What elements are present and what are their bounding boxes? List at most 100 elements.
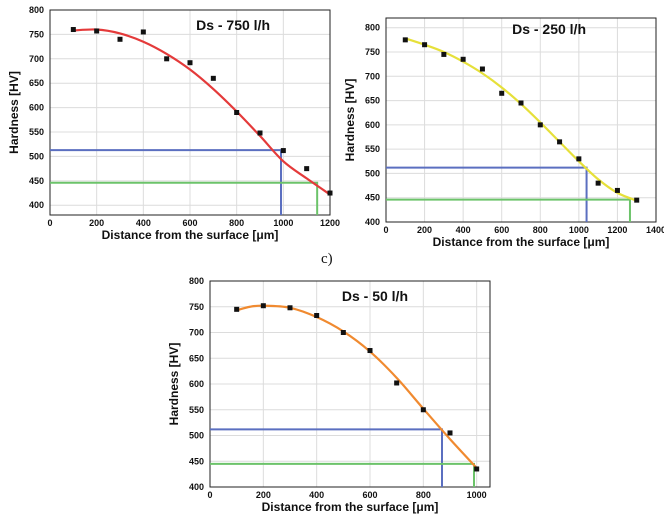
chart-0-point-8 (257, 130, 263, 136)
chart-0-guide-green (50, 181, 319, 215)
chart-1-xtick-label-0: 0 (383, 225, 388, 235)
chart-1-ylabel: Hardness [HV] (343, 79, 357, 162)
chart-0-ytick-label-3: 550 (29, 127, 44, 137)
chart-1-xtick-label-1: 200 (417, 225, 432, 235)
chart-1-xtick-label-3: 600 (494, 225, 509, 235)
chart-1-xtick-label-5: 1000 (569, 225, 589, 235)
chart-0-xtick-label-5: 1000 (273, 218, 293, 228)
chart-0-point-10 (304, 166, 310, 172)
chart-0-xtick-label-6: 1200 (320, 218, 340, 228)
chart-2-ytick-label-8: 800 (189, 276, 204, 286)
chart-2-ytick-label-4: 600 (189, 379, 204, 389)
chart-2-xtick-label-1: 200 (256, 490, 271, 500)
chart-ds-250: 0 200 400 600 800 1000 1200 1400 400 450 500 550 600… (343, 17, 664, 249)
chart-1-point-3 (460, 56, 466, 62)
chart-0-title: Ds - 750 l/h (196, 17, 270, 33)
chart-1-ytick-label-6: 700 (365, 71, 380, 81)
chart-2-point-2 (287, 305, 293, 311)
chart-0-xtick-label-2: 400 (136, 218, 151, 228)
chart-2-ytick-label-2: 500 (189, 431, 204, 441)
chart-2-xtick-label-0: 0 (207, 490, 212, 500)
chart-1-ytick-label-7: 750 (365, 47, 380, 57)
chart-0-point-3 (140, 29, 146, 35)
chart-2-ytick-label-1: 450 (189, 456, 204, 466)
chart-1-point-12 (634, 197, 640, 203)
chart-2-xtick-label-3: 600 (362, 490, 377, 500)
chart-0-point-2 (117, 36, 123, 42)
chart-0-frame (49, 9, 331, 216)
chart-0-ytick-label-7: 750 (29, 29, 44, 39)
chart-1-point-9 (576, 156, 582, 162)
chart-1-point-2 (441, 51, 447, 57)
chart-1-ytick-label-2: 500 (365, 168, 380, 178)
chart-0-point-6 (210, 75, 216, 81)
chart-0-point-7 (234, 110, 240, 115)
chart-2-point-8 (447, 430, 453, 436)
chart-0-ytick-label-1: 450 (29, 176, 44, 186)
chart-1-xtick-label-2: 400 (456, 225, 471, 235)
chart-2-frame (209, 280, 491, 488)
chart-2-ytick-label-3: 550 (189, 405, 204, 415)
chart-2-xtick-label-4: 800 (416, 490, 431, 500)
chart-0-xtick-label-4: 800 (229, 218, 244, 228)
chart-2-ytick-label-6: 700 (189, 328, 204, 338)
chart-1-xtick-label-7: 1400 (646, 225, 664, 235)
chart-0-xtick-label-0: 0 (47, 218, 52, 228)
chart-1-point-6 (518, 100, 524, 106)
chart-0-xtick-label-3: 600 (182, 218, 197, 228)
chart-1-ytick-label-8: 800 (365, 23, 380, 33)
chart-ds-50: 0 200 400 600 800 1000 400 450 500 550 600 650 700 75… (167, 276, 491, 514)
chart-1-frame (385, 17, 657, 223)
chart-0-ytick-label-2: 500 (29, 151, 44, 161)
chart-0-point-0 (70, 27, 76, 33)
chart-2-xtick-label-5: 1000 (467, 490, 487, 500)
chart-2-point-6 (394, 380, 400, 386)
chart-0-ytick-label-5: 650 (29, 78, 44, 88)
chart-1-ytick-label-3: 550 (365, 144, 380, 154)
chart-2-point-3 (314, 313, 320, 319)
chart-2-xlabel: Distance from the surface [μm] (262, 500, 439, 514)
chart-0-xtick-label-1: 200 (89, 218, 104, 228)
chart-1-point-4 (479, 66, 485, 72)
chart-1-point-7 (537, 122, 543, 128)
chart-1-point-8 (557, 139, 563, 145)
chart-1-ytick-label-5: 650 (365, 96, 380, 106)
chart-1-point-0 (402, 37, 408, 43)
chart-1-xlabel: Distance from the surface [μm] (433, 235, 610, 249)
chart-1-title: Ds - 250 l/h (512, 21, 586, 37)
chart-2-point-4 (340, 330, 346, 335)
chart-1-xtick-label-6: 1200 (607, 225, 627, 235)
chart-1-point-11 (614, 187, 620, 193)
chart-0-point-4 (164, 56, 170, 62)
panel-letter-c: c) (321, 251, 333, 267)
chart-0-ytick-label-8: 800 (29, 5, 44, 15)
chart-0-fit-curve (73, 28, 331, 196)
chart-2-point-7 (420, 407, 426, 413)
chart-1-ytick-label-1: 450 (365, 193, 380, 203)
chart-2-ylabel: Hardness [HV] (167, 343, 181, 426)
chart-0-ytick-label-6: 700 (29, 54, 44, 64)
chart-2-point-5 (367, 348, 373, 354)
chart-2-title: Ds - 50 l/h (342, 288, 408, 304)
chart-1-ytick-label-0: 400 (365, 217, 380, 227)
chart-ds-750: 0 200 400 600 800 1000 1200 400 450 500 550 600 650 7… (7, 5, 340, 242)
chart-2-point-1 (260, 303, 266, 309)
chart-2-xtick-label-2: 400 (309, 490, 324, 500)
chart-2-point-0 (234, 306, 240, 312)
chart-1-guide-green (386, 198, 631, 222)
chart-0-point-1 (94, 28, 100, 34)
chart-1-xtick-label-4: 800 (533, 225, 548, 235)
chart-2-ytick-label-0: 400 (189, 482, 204, 492)
chart-1-point-1 (422, 42, 428, 48)
chart-0-point-9 (280, 148, 286, 154)
chart-0-ytick-label-0: 400 (29, 200, 44, 210)
chart-1-point-5 (499, 90, 505, 96)
chart-1-point-10 (595, 180, 601, 186)
chart-0-point-5 (187, 60, 193, 66)
chart-2-ytick-label-7: 750 (189, 302, 204, 312)
chart-2-point-9 (474, 466, 480, 472)
chart-0-point-11 (327, 190, 333, 196)
chart-2-ytick-label-5: 650 (189, 353, 204, 363)
chart-0-ytick-label-4: 600 (29, 103, 44, 113)
